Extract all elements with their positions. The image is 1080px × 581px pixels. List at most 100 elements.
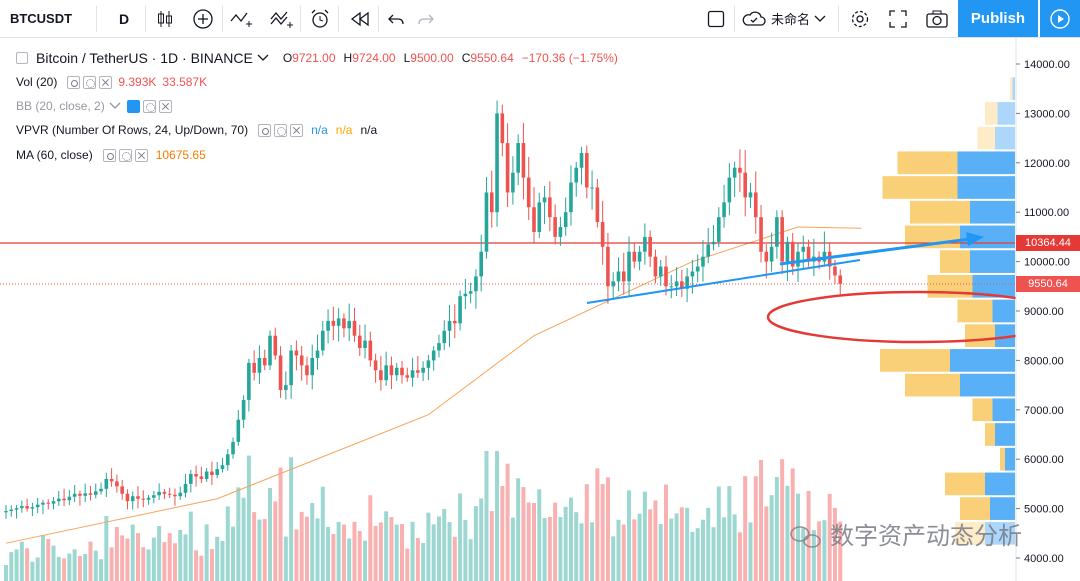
eye-icon[interactable] bbox=[258, 123, 272, 137]
candle-body bbox=[579, 152, 584, 168]
change-value: −170.36 (−1.75%) bbox=[521, 51, 618, 65]
low-value: 9500.00 bbox=[410, 51, 454, 65]
arrow[interactable] bbox=[779, 237, 971, 266]
candle-body bbox=[447, 320, 452, 331]
volume-name[interactable]: Vol (20) bbox=[16, 75, 58, 89]
volume-bar bbox=[759, 460, 764, 581]
templates-button[interactable] bbox=[266, 0, 298, 37]
volume-bar bbox=[209, 549, 214, 581]
cloud-icon bbox=[742, 11, 766, 26]
high-value: 9724.00 bbox=[352, 51, 396, 65]
publish-button[interactable]: Publish bbox=[958, 0, 1038, 37]
redo-button[interactable] bbox=[412, 0, 440, 37]
candle-body bbox=[252, 362, 256, 373]
candle-body bbox=[759, 217, 763, 252]
candle-body bbox=[595, 187, 600, 223]
volume-bar bbox=[801, 528, 806, 581]
volume-bar bbox=[632, 519, 637, 581]
play-button[interactable] bbox=[1040, 0, 1080, 37]
candle-body bbox=[4, 511, 8, 513]
undo-button[interactable] bbox=[382, 0, 410, 37]
volume-bar bbox=[563, 506, 568, 581]
candle-body bbox=[236, 419, 241, 442]
tick-label: 9000.00 bbox=[1024, 306, 1064, 318]
profile-bar-down bbox=[1005, 447, 1015, 471]
volume-bar bbox=[273, 501, 278, 581]
price-axis[interactable] bbox=[1016, 38, 1080, 581]
bar-style-button[interactable] bbox=[150, 0, 180, 37]
volume-bar bbox=[642, 491, 647, 581]
interval-button[interactable]: D bbox=[118, 10, 130, 27]
ma-name[interactable]: MA (60, close) bbox=[16, 148, 93, 162]
vpvr-name[interactable]: VPVR (Number Of Rows, 24, Up/Down, 70) bbox=[16, 123, 249, 137]
candle-body bbox=[453, 320, 457, 324]
volume-bar bbox=[479, 498, 484, 581]
fullscreen-layout-button[interactable] bbox=[700, 0, 732, 37]
bb-name[interactable]: BB (20, close, 2) bbox=[16, 99, 105, 113]
gear-icon[interactable] bbox=[118, 148, 132, 162]
volume-legend: Vol (20) 9.393K 33.587K bbox=[16, 75, 207, 89]
volume-bar bbox=[774, 477, 779, 581]
ma-legend: MA (60, close) 10675.65 bbox=[16, 148, 206, 162]
candle-body bbox=[426, 360, 431, 368]
symbol-search[interactable]: BTCUSDT bbox=[9, 11, 73, 26]
candle-body bbox=[780, 217, 784, 262]
eye-icon[interactable] bbox=[67, 75, 81, 89]
candle-body bbox=[183, 483, 188, 493]
close-icon[interactable] bbox=[99, 75, 113, 89]
candle-body bbox=[136, 496, 140, 499]
volume-bar bbox=[722, 517, 727, 581]
gear-icon[interactable] bbox=[142, 99, 156, 113]
alert-button[interactable] bbox=[304, 0, 336, 37]
close-icon[interactable] bbox=[290, 123, 304, 137]
profile-bar-up bbox=[897, 151, 958, 175]
volume-bar bbox=[283, 536, 288, 581]
volume-bar bbox=[817, 521, 822, 581]
candle-body bbox=[20, 506, 24, 509]
volume-bar bbox=[811, 530, 816, 581]
volume-bar bbox=[653, 500, 658, 581]
eye-icon[interactable] bbox=[102, 148, 116, 162]
candle-body bbox=[220, 465, 225, 470]
candle-body bbox=[632, 251, 637, 262]
volume-bar bbox=[67, 553, 72, 581]
settings-button[interactable] bbox=[844, 0, 876, 37]
profile-bar-up bbox=[957, 299, 993, 323]
tick-label: 6000.00 bbox=[1024, 454, 1064, 466]
fullscreen-button[interactable] bbox=[882, 0, 914, 37]
volume-bar bbox=[231, 526, 236, 581]
volume-bar bbox=[294, 529, 299, 581]
trendline[interactable] bbox=[586, 259, 861, 304]
volume-bar bbox=[658, 524, 663, 581]
snapshot-button[interactable] bbox=[920, 0, 954, 37]
collapse-icon[interactable] bbox=[16, 52, 28, 64]
volume-bar bbox=[547, 516, 552, 581]
compare-button[interactable] bbox=[186, 0, 220, 37]
volume-bar bbox=[732, 514, 737, 581]
volume-bar bbox=[436, 516, 441, 581]
eye-off-icon[interactable] bbox=[126, 99, 140, 113]
ma-value: 10675.65 bbox=[155, 148, 206, 162]
close-icon[interactable] bbox=[134, 148, 148, 162]
replay-button[interactable] bbox=[344, 0, 376, 37]
volume-bar bbox=[442, 508, 447, 581]
candle-body bbox=[653, 256, 658, 277]
volume-bar bbox=[347, 538, 352, 581]
volume-bar bbox=[832, 507, 837, 581]
profile-bar-up bbox=[985, 102, 998, 125]
volume-bar bbox=[204, 524, 209, 581]
layout-save-button[interactable]: 未命名 bbox=[740, 0, 836, 37]
volume-bar bbox=[35, 557, 40, 581]
indicators-button[interactable] bbox=[226, 0, 258, 37]
close-icon[interactable] bbox=[158, 99, 172, 113]
low-label: L bbox=[403, 51, 411, 65]
candle-body bbox=[347, 320, 351, 329]
candle-body bbox=[548, 197, 552, 218]
volume-bar bbox=[463, 520, 468, 581]
profile-bar-down bbox=[972, 274, 1015, 298]
series-title[interactable]: Bitcoin / TetherUS · 1D · BINANCE bbox=[36, 50, 253, 66]
candle-body bbox=[120, 486, 124, 494]
gear-icon[interactable] bbox=[274, 123, 288, 137]
gear-icon[interactable] bbox=[83, 75, 97, 89]
chart-canvas[interactable]: 14000.00 13000.00 12000.00 11000.00 10000.00… bbox=[0, 38, 1080, 581]
